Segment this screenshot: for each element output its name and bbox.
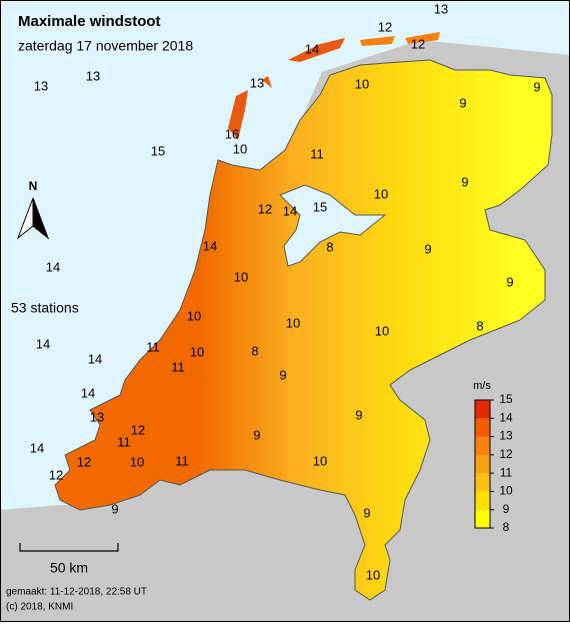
station-value: 10 — [190, 344, 204, 359]
legend-label: 11 — [500, 465, 513, 479]
station-value: 9 — [459, 95, 466, 110]
station-value: 13 — [86, 68, 100, 83]
station-value: 15 — [313, 199, 327, 214]
legend-band — [475, 509, 490, 528]
station-value: 9 — [253, 427, 260, 442]
legend-band — [475, 400, 490, 419]
legend-label: 8 — [503, 520, 510, 534]
station-value: 8 — [251, 343, 258, 358]
station-value: 10 — [187, 308, 201, 323]
station-value: 12 — [378, 19, 392, 34]
legend-band — [475, 473, 490, 492]
netherlands — [54, 59, 553, 601]
station-value: 12 — [131, 422, 145, 437]
station-value: 10 — [366, 567, 380, 582]
legend-label: 13 — [499, 429, 513, 443]
station-value: 12 — [411, 36, 425, 51]
legend-band — [475, 454, 490, 474]
legend-label: 14 — [499, 410, 513, 424]
station-value: 14 — [203, 238, 217, 253]
scale-bar — [19, 543, 119, 552]
station-value: 10 — [313, 453, 327, 468]
station-value: 10 — [286, 315, 300, 330]
station-count: 53 stations — [11, 300, 79, 316]
station-value: 9 — [363, 505, 370, 520]
island — [288, 38, 345, 62]
station-value: 13 — [34, 78, 48, 93]
station-value: 11 — [146, 339, 160, 354]
station-value: 14 — [46, 259, 60, 274]
legend-label: 10 — [499, 484, 513, 498]
station-value: 8 — [476, 318, 483, 333]
station-value: 12 — [49, 467, 63, 482]
station-value: 10 — [374, 186, 388, 201]
scale-label: 50 km — [50, 560, 88, 576]
station-value: 9 — [533, 79, 540, 94]
title: Maximale windstoot — [18, 13, 161, 30]
station-value: 16 — [225, 126, 239, 141]
legend-band — [475, 491, 490, 510]
station-value: 9 — [111, 501, 118, 516]
station-value: 11 — [171, 359, 185, 374]
legend-band — [475, 436, 490, 455]
legend-band — [475, 418, 490, 437]
made-date: gemaakt: 11-12-2018, 22:58 UT — [6, 587, 147, 598]
station-value: 9 — [506, 274, 513, 289]
station-value: 14 — [36, 336, 50, 351]
station-value: 10 — [130, 454, 144, 469]
station-value: 11 — [310, 146, 324, 161]
station-value: 10 — [234, 269, 248, 284]
legend-label: 12 — [499, 447, 513, 461]
station-value: 9 — [424, 241, 431, 256]
ijsselmeer — [279, 184, 387, 267]
legend-label: 15 — [499, 392, 513, 406]
legend-label: 9 — [503, 502, 510, 516]
legend-frame — [474, 399, 491, 529]
station-value: 10 — [355, 76, 369, 91]
station-value: 14 — [305, 41, 319, 56]
legend-unit: m/s — [473, 380, 491, 392]
subtitle: zaterdag 17 november 2018 — [18, 38, 193, 54]
station-value: 14 — [283, 203, 297, 218]
station-value: 14 — [30, 440, 44, 455]
station-value: 9 — [355, 407, 362, 422]
station-value: 15 — [151, 143, 165, 158]
island — [360, 36, 395, 46]
island — [228, 90, 248, 140]
station-value: 14 — [81, 385, 95, 400]
station-value: 11 — [175, 453, 189, 468]
station-value: 12 — [77, 454, 91, 469]
north-arrow — [32, 197, 50, 240]
station-value: 14 — [88, 351, 102, 366]
station-value: 13 — [250, 75, 264, 90]
station-value: 9 — [279, 367, 286, 382]
station-value: 11 — [117, 434, 131, 449]
station-value: 9 — [461, 174, 468, 189]
island — [405, 32, 440, 44]
copyright: (c) 2018, KNMI — [6, 602, 73, 613]
station-value: 13 — [90, 409, 104, 424]
station-value: 13 — [434, 1, 448, 16]
station-value: 10 — [233, 141, 247, 156]
station-value: 10 — [375, 323, 389, 338]
island — [262, 76, 272, 88]
station-value: 8 — [326, 239, 333, 254]
north-label: N — [29, 179, 38, 193]
station-value: 12 — [258, 201, 272, 216]
